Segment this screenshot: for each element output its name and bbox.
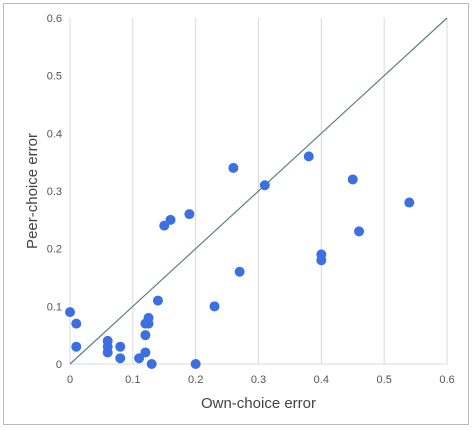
data-point: [347, 174, 358, 185]
data-point: [190, 359, 201, 369]
data-point: [234, 266, 245, 277]
data-point: [115, 353, 126, 364]
data-point: [140, 347, 151, 358]
data-point: [71, 318, 82, 329]
reference-line: [69, 17, 448, 365]
data-point: [354, 226, 365, 237]
x-tick-label: 0.4: [314, 374, 329, 386]
data-point: [115, 341, 126, 352]
y-axis-title: Peer-choice error: [24, 133, 41, 249]
y-tick-label: 0.2: [47, 244, 62, 256]
y-tick-label: 0.1: [47, 301, 62, 313]
y-tick-label: 0.6: [47, 13, 62, 25]
data-point: [209, 301, 220, 312]
data-point: [71, 341, 82, 352]
reference-line-layer: [69, 17, 448, 365]
data-point: [404, 197, 415, 208]
data-point: [303, 151, 314, 162]
y-tick-label: 0.3: [47, 186, 62, 198]
y-tick-label: 0.4: [47, 128, 62, 140]
x-tick-label: 0.6: [439, 374, 454, 386]
data-point: [140, 330, 151, 341]
data-point: [165, 214, 176, 225]
data-point: [184, 209, 195, 220]
x-axis-title: Own-choice error: [201, 395, 316, 412]
data-point: [316, 255, 327, 266]
y-tick-label: 0.5: [47, 71, 62, 83]
data-point: [143, 312, 154, 323]
data-point: [146, 359, 157, 369]
data-points: [65, 151, 415, 369]
x-tick-label: 0: [67, 374, 73, 386]
data-point: [152, 295, 163, 306]
data-point: [228, 162, 239, 173]
data-point: [259, 180, 270, 191]
data-point: [102, 347, 113, 358]
x-tick-label: 0.1: [125, 374, 140, 386]
x-tick-label: 0.3: [251, 374, 266, 386]
tick-labels: 0 0.1 0.2 0.3 0.4 0.5 0.6 0 0.1 0.2 0.3 0.4 0.5 0.6: [47, 13, 455, 386]
data-point: [65, 307, 75, 318]
x-tick-label: 0.5: [377, 374, 392, 386]
x-tick-label: 0.2: [188, 374, 203, 386]
y-tick-label: 0: [56, 359, 62, 371]
